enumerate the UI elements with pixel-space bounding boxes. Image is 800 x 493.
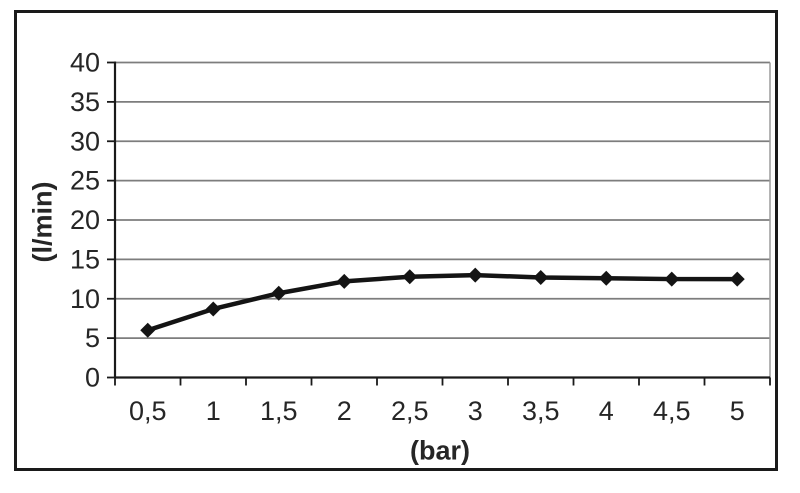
- data-point-marker: [467, 267, 483, 283]
- x-tick-label: 4: [599, 396, 614, 426]
- x-tick-label: 3: [468, 396, 483, 426]
- chart-border: [14, 10, 778, 471]
- data-point-marker: [598, 270, 614, 286]
- y-tick-labels: 0 5 10 15 20 25 30 35 40: [70, 48, 100, 393]
- y-tick-label: 25: [70, 166, 100, 196]
- y-axis-title: (l/min): [27, 181, 58, 263]
- x-tick-label: 3,5: [522, 396, 560, 426]
- y-tick-label: 30: [70, 126, 100, 156]
- x-tick-label: 5: [730, 396, 745, 426]
- data-point-marker: [664, 271, 680, 287]
- tick-marks: [107, 61, 771, 386]
- y-tick-label: 20: [70, 205, 100, 235]
- data-point-marker: [729, 271, 745, 287]
- y-tick-label: 35: [70, 87, 100, 117]
- x-tick-label: 1,5: [260, 396, 298, 426]
- x-tick-label: 2,5: [391, 396, 429, 426]
- data-point-markers: [140, 267, 745, 338]
- data-point-marker: [271, 285, 287, 301]
- x-tick-label: 1: [206, 396, 221, 426]
- y-tick-label: 0: [85, 363, 100, 393]
- x-tick-label: 0,5: [129, 396, 167, 426]
- data-point-marker: [140, 322, 156, 338]
- x-tick-label: 4,5: [653, 396, 691, 426]
- x-axis-title: (bar): [410, 435, 470, 466]
- x-tick-labels: 0,5 1 1,5 2 2,5 3 3,5 4 4,5 5: [129, 396, 745, 426]
- data-point-marker: [336, 273, 352, 289]
- gridlines: [115, 61, 770, 340]
- y-tick-label: 40: [70, 48, 100, 78]
- data-point-marker: [205, 301, 221, 317]
- data-series-flow-rate: [145, 272, 740, 333]
- y-tick-label: 10: [70, 284, 100, 314]
- data-point-marker: [533, 269, 549, 285]
- y-tick-label: 5: [85, 323, 100, 353]
- x-tick-label: 2: [337, 396, 352, 426]
- data-point-marker: [402, 269, 418, 285]
- y-tick-label: 15: [70, 244, 100, 274]
